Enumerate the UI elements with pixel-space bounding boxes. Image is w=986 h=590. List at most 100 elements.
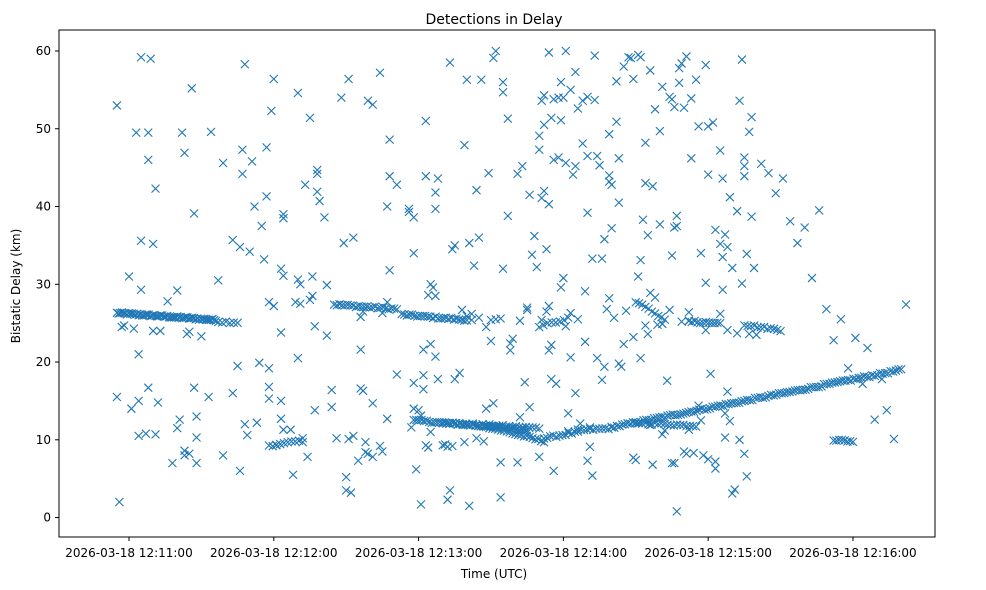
data-point: [643, 230, 653, 240]
data-point: [293, 275, 303, 285]
data-point: [779, 388, 789, 398]
data-point: [769, 390, 779, 400]
data-point: [382, 202, 392, 211]
data-point: [737, 279, 747, 288]
data-point: [686, 153, 696, 163]
data-point: [667, 251, 677, 260]
data-point: [312, 187, 322, 197]
data-point: [677, 59, 687, 68]
data-point: [678, 409, 688, 418]
data-point: [344, 434, 353, 444]
data-point: [531, 423, 541, 432]
data-point: [136, 52, 146, 62]
data-point: [672, 221, 682, 231]
data-point: [631, 455, 641, 465]
data-point: [490, 424, 500, 434]
data-point: [153, 398, 163, 407]
data-point: [499, 426, 509, 435]
data-point: [739, 171, 749, 181]
data-point: [720, 408, 730, 418]
data-point: [628, 332, 638, 342]
data-point: [604, 293, 614, 303]
data-point: [479, 422, 489, 431]
data-point: [888, 367, 898, 376]
data-point: [363, 449, 373, 459]
data-point: [641, 178, 650, 188]
data-point: [636, 52, 645, 62]
data-point: [597, 254, 607, 264]
data-point: [547, 317, 557, 327]
data-point: [626, 53, 636, 63]
data-point: [631, 418, 640, 428]
data-point: [583, 92, 592, 102]
data-point: [624, 52, 633, 62]
data-point: [691, 422, 701, 431]
data-point: [758, 393, 768, 403]
data-point: [602, 304, 612, 314]
data-point: [590, 51, 600, 61]
data-point: [503, 114, 513, 124]
data-point: [134, 431, 144, 441]
data-point: [612, 117, 621, 127]
data-point: [310, 405, 320, 415]
data-point: [653, 311, 663, 321]
data-point: [290, 437, 300, 446]
data-point: [870, 415, 880, 424]
data-point: [752, 330, 761, 340]
data-point: [583, 208, 592, 218]
data-point: [711, 464, 720, 473]
data-point: [891, 366, 901, 376]
data-point: [458, 419, 468, 429]
data-point: [724, 399, 733, 409]
data-point: [368, 452, 378, 462]
data-point: [180, 148, 189, 158]
data-point: [498, 264, 508, 274]
data-point: [559, 315, 569, 325]
data-point: [705, 403, 715, 413]
data-point: [192, 433, 201, 442]
x-tick-label: 2026-03-18 12:13:00: [355, 546, 482, 560]
data-point: [431, 352, 440, 361]
data-point: [276, 328, 286, 337]
data-point: [534, 145, 544, 155]
data-point: [585, 442, 595, 452]
data-point: [740, 396, 749, 406]
data-point: [701, 325, 711, 335]
data-point: [269, 301, 279, 311]
data-point: [848, 437, 858, 447]
data-point: [725, 416, 735, 426]
data-point: [756, 159, 766, 169]
data-point: [213, 317, 223, 327]
data-point: [353, 456, 363, 466]
data-point: [643, 329, 653, 339]
data-point: [761, 392, 771, 402]
data-point: [407, 310, 417, 319]
data-point: [327, 402, 337, 412]
data-point: [742, 471, 752, 481]
data-point: [546, 340, 556, 350]
data-point: [544, 345, 554, 355]
data-point: [701, 278, 711, 288]
data-point: [235, 466, 245, 476]
x-tick-label: 2026-03-18 12:16:00: [789, 546, 916, 560]
data-point: [694, 401, 703, 410]
data-point: [271, 440, 281, 450]
data-point: [266, 106, 276, 116]
data-point: [481, 404, 491, 414]
data-point: [870, 371, 880, 381]
data-point: [339, 238, 349, 248]
data-point: [542, 307, 551, 316]
data-point: [392, 370, 402, 379]
data-point: [416, 411, 426, 421]
data-point: [660, 426, 670, 435]
data-point: [777, 388, 787, 398]
data-point: [732, 398, 741, 408]
data-point: [672, 506, 682, 516]
data-point: [419, 384, 428, 394]
data-point: [655, 220, 665, 229]
data-point: [404, 204, 414, 214]
data-point: [822, 304, 831, 314]
data-point: [803, 384, 813, 394]
data-point: [377, 308, 387, 318]
data-point: [457, 305, 467, 315]
